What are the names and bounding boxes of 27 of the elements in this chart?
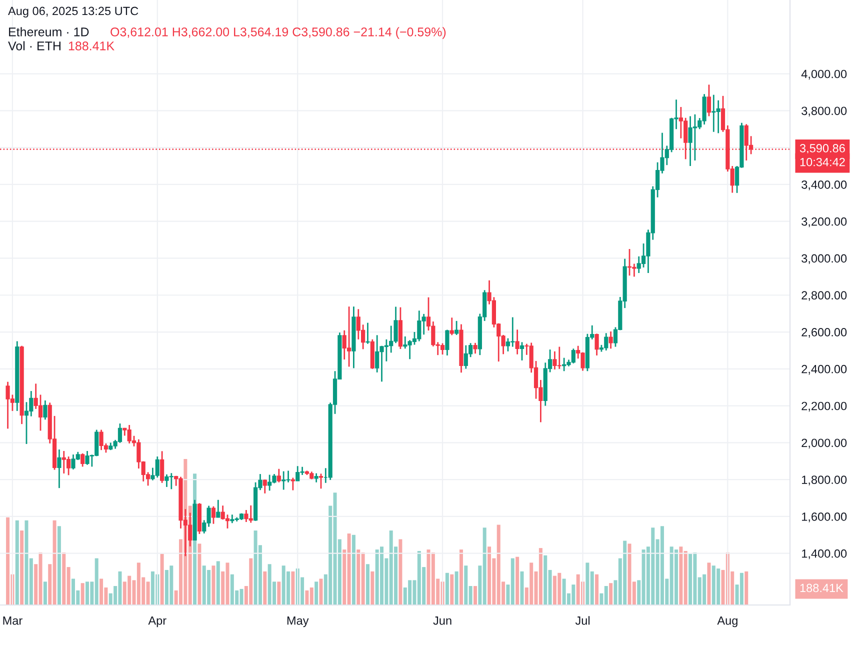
ref-line-label: 3,590.86 [800, 144, 845, 154]
y-tick-label: 2,200.00 [802, 402, 847, 412]
x-tick-label: Jul [575, 616, 590, 625]
y-tick-label: 1,400.00 [802, 549, 847, 560]
y-tick-label: 1,600.00 [802, 512, 847, 522]
y-tick-label: 3,800.00 [802, 106, 847, 116]
annotation: O3,612.01 H3,662.00 L3,564.19 C3,590.86 −21.14 (−0.59%) [110, 27, 446, 39]
x-tick-label: Apr [148, 616, 166, 628]
chart-title: Vol · ETH [8, 41, 60, 50]
annotation: Aug 06, 2025 13:25 UTC [8, 6, 138, 18]
x-tick-label: Aug [717, 616, 738, 628]
y-tick-label: 3,200.00 [802, 217, 847, 228]
y-tick-label: 2,400.00 [802, 364, 847, 375]
text: 188.41K [800, 584, 844, 592]
x-tick-label: Jun [433, 616, 452, 625]
y-tick-label: 2,000.00 [802, 438, 847, 448]
y-tick-label: 2,800.00 [802, 291, 847, 301]
y-tick-label: 1,800.00 [802, 476, 847, 486]
annotation: 188.41K [68, 42, 114, 50]
y-tick-label: 3,400.00 [802, 180, 847, 190]
y-tick-label: 2,600.00 [802, 328, 847, 338]
x-tick-label: Mar [3, 616, 22, 625]
text: 10:34:42 [800, 158, 845, 166]
x-tick-label: May [287, 616, 309, 628]
y-tick-label: 4,000.00 [801, 70, 847, 80]
text: Ethereum · 1D [9, 27, 89, 36]
y-tick-label: 3,000.00 [802, 254, 847, 264]
